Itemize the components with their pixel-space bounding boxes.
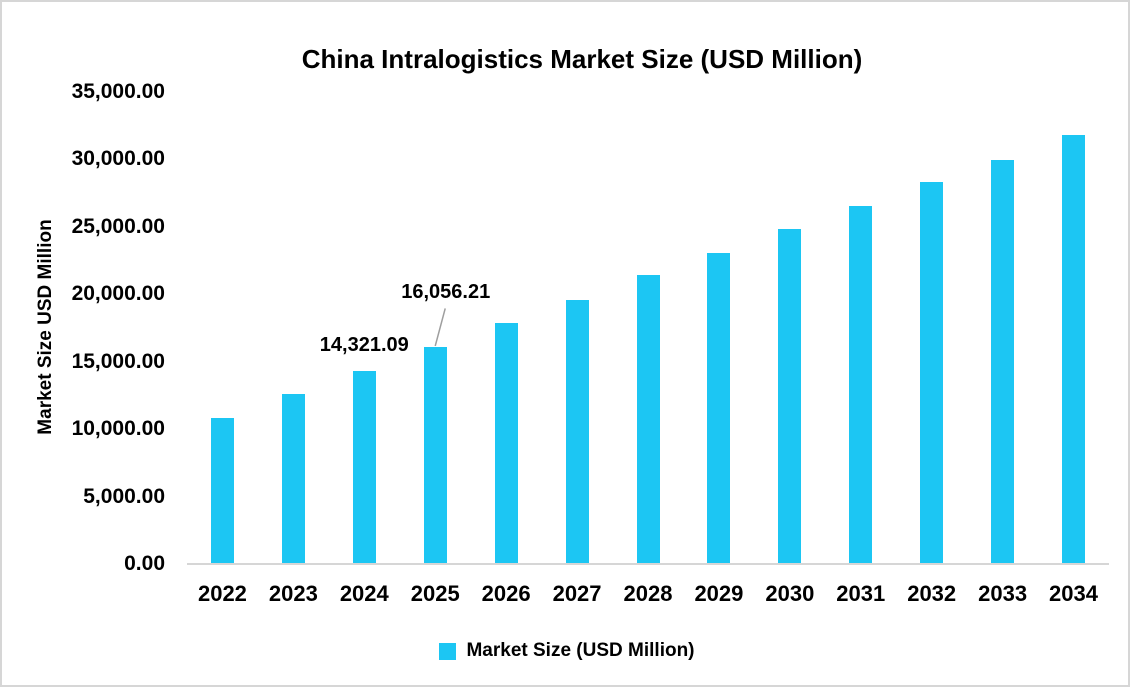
bar-2026 [494,323,518,563]
y-tick-label: 15,000.00 [71,349,165,373]
bar-2030 [778,229,802,563]
x-tick-label-2024: 2024 [339,581,389,606]
bar-2028 [636,275,660,563]
y-tick-label: 35,000.00 [71,80,165,103]
y-tick-label: 30,000.00 [71,147,165,171]
y-axis-title: Market Size USD Million [35,219,56,435]
chart-title: China Intralogistics Market Size (USD Mi… [301,44,863,74]
bar-2033 [991,159,1015,563]
legend-label: Market Size (USD Million) [466,640,695,661]
x-tick-label-2023: 2023 [268,581,318,606]
data-label-2025: 16,056.21 [401,281,491,304]
y-tick-label: 20,000.00 [71,282,165,306]
bar-2027 [565,300,589,563]
x-tick-label-2028: 2028 [623,581,673,606]
bar-2025 [423,347,447,563]
x-tick-label-2033: 2033 [978,581,1028,606]
data-label-2024: 14,321.09 [319,333,409,356]
x-tick-label-2027: 2027 [552,581,602,606]
bar-2023 [281,394,305,563]
x-axis-line [187,563,1109,565]
legend-swatch [439,642,457,660]
bar-2031 [849,206,873,563]
x-tick-label-2029: 2029 [694,581,744,606]
x-tick-label-2022: 2022 [197,581,247,606]
bar-2029 [707,253,731,563]
leader-line-2025 [434,308,446,347]
x-tick-label-2034: 2034 [1049,581,1099,606]
y-tick-label: 10,000.00 [71,417,165,441]
x-tick-label-2031: 2031 [836,581,886,606]
y-tick-label: 0.00 [124,552,165,575]
bar-2034 [1062,135,1086,563]
bar-2022 [210,417,234,563]
x-tick-label-2026: 2026 [481,581,531,606]
bar-2032 [920,182,944,563]
y-tick-label: 25,000.00 [71,214,165,238]
x-tick-label-2025: 2025 [410,581,460,606]
x-tick-label-2030: 2030 [765,581,815,606]
bar-2024 [352,370,376,563]
legend: Market Size (USD Million) [2,640,1128,662]
y-tick-label: 5,000.00 [83,484,165,508]
x-tick-label-2032: 2032 [907,581,957,606]
